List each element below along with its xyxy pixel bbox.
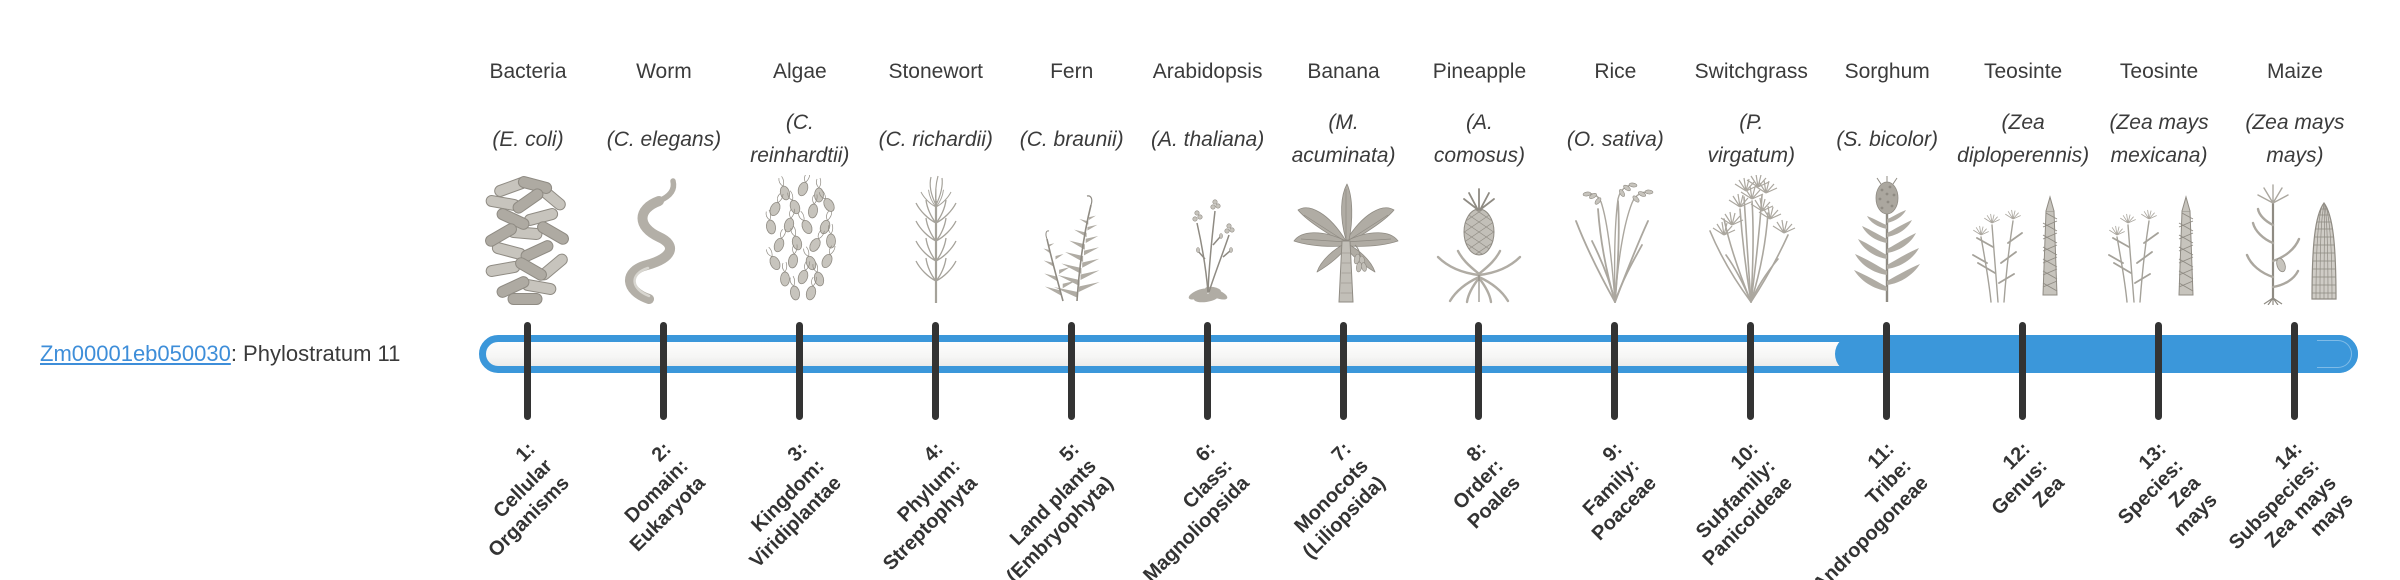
sorghum-illustration — [1852, 175, 1922, 304]
species-scientific-name: (A. thaliana) — [1150, 127, 1265, 151]
species-scientific-name: (M. acuminata) — [1291, 111, 1396, 167]
species-scientific-name: (O. sativa) — [1566, 127, 1664, 151]
species-column: Rice (O. sativa) 9: Family: Poaceae — [1535, 0, 1695, 580]
species-common-name: Algae — [772, 60, 827, 83]
species-column: Switchgrass (P. virgatum) 10: Subfamily:… — [1671, 0, 1831, 580]
timeline-tick — [1475, 322, 1483, 420]
species-column: Stonewort (C. richardii) 4: Phylum: Stre… — [856, 0, 1016, 580]
species-column: Pineapple (A. comosus) 8: Order: Poales — [1399, 0, 1559, 580]
timeline-tick — [1339, 322, 1347, 420]
timeline-tick — [659, 322, 667, 420]
species-scientific-name: (A. comosus) — [1433, 111, 1525, 167]
timeline-tick — [795, 322, 803, 420]
species-scientific-name: (C. richardii) — [878, 127, 993, 151]
species-column: Arabidopsis (A. thaliana) 6: Class: Magn… — [1128, 0, 1288, 580]
timeline-tick — [931, 322, 939, 420]
timeline-tick — [2155, 322, 2163, 420]
species-scientific-name: (C. elegans) — [606, 127, 722, 151]
fern-illustration — [1042, 195, 1101, 302]
worm-illustration — [609, 175, 719, 305]
timeline-tick — [1883, 322, 1891, 420]
timeline-tick — [524, 322, 531, 420]
species-common-name: Teosinte — [1984, 60, 2063, 83]
stonewort-illustration — [881, 175, 991, 305]
species-common-name: Fern — [1050, 60, 1094, 83]
species-common-name: Banana — [1307, 60, 1380, 83]
teosinte-illustration — [1968, 175, 2078, 305]
timeline-fill — [1835, 335, 2358, 373]
species-column: Teosinte (Zea mays mexicana) 13: Species… — [2079, 0, 2239, 580]
species-scientific-name: (Zea mays mexicana) — [2109, 111, 2209, 167]
maize-illustration — [2240, 175, 2350, 305]
species-common-name: Sorghum — [1844, 60, 1930, 83]
rice-illustration — [1575, 181, 1655, 303]
bar-end-highlight — [2317, 340, 2352, 368]
species-column: Fern (C. braunii) 5: Land plants (Embryo… — [992, 0, 1152, 580]
species-column: Bacteria (E. coli) 1: Cellular Organisms — [448, 0, 608, 580]
species-common-name: Worm — [636, 60, 692, 83]
species-column: Teosinte (Zea diploperennis) 12: Genus: … — [1943, 0, 2103, 580]
species-column: Maize (Zea mays mays) 14: Subspecies: Ze… — [2215, 0, 2375, 580]
teosinte-illustration — [2104, 175, 2214, 305]
species-scientific-name: (E. coli) — [492, 127, 564, 151]
pineapple-illustration — [1424, 175, 1534, 305]
timeline-tick — [1611, 322, 1619, 420]
species-common-name: Arabidopsis — [1152, 60, 1263, 83]
species-scientific-name: (Zea mays mays) — [2245, 111, 2345, 167]
species-column: Worm (C. elegans) 2: Domain: Eukaryota — [584, 0, 744, 580]
timeline-tick — [1747, 322, 1755, 420]
arabidopsis-illustration — [1186, 199, 1235, 305]
species-column: Sorghum (S. bicolor) 11: Tribe: Andropog… — [1807, 0, 1967, 580]
timeline-tick — [1203, 322, 1211, 420]
gene-label: Zm00001eb050030: Phylostratum 11 — [40, 341, 400, 367]
species-scientific-name: (S. bicolor) — [1836, 127, 1938, 151]
timeline-tick — [1067, 322, 1075, 420]
species-common-name: Pineapple — [1432, 60, 1527, 83]
timeline-tick — [2019, 322, 2027, 420]
species-common-name: Bacteria — [489, 60, 567, 83]
species-common-name: Maize — [2266, 60, 2323, 83]
gene-id-link[interactable]: Zm00001eb050030 — [40, 341, 231, 366]
species-column: Algae (C. reinhardtii) 3: Kingdom: Virid… — [720, 0, 880, 580]
species-scientific-name: (Zea diploperennis) — [1957, 111, 2090, 167]
species-common-name: Stonewort — [888, 60, 984, 83]
species-scientific-name: (C. braunii) — [1019, 127, 1124, 151]
species-column: Banana (M. acuminata) 7: Monocots (Lilio… — [1264, 0, 1424, 580]
switchgrass-illustration — [1696, 175, 1806, 305]
banana-illustration — [1293, 183, 1399, 303]
species-scientific-name: (C. reinhardtii) — [750, 111, 850, 167]
bacteria-illustration — [473, 175, 583, 305]
species-common-name: Rice — [1594, 60, 1637, 83]
gene-phylostratum-text: : Phylostratum 11 — [230, 341, 401, 366]
timeline-tick — [2290, 322, 2298, 420]
species-scientific-name: (P. virgatum) — [1707, 111, 1796, 167]
species-common-name: Switchgrass — [1694, 60, 1808, 83]
algae-illustration — [745, 175, 855, 305]
species-common-name: Teosinte — [2119, 60, 2199, 83]
